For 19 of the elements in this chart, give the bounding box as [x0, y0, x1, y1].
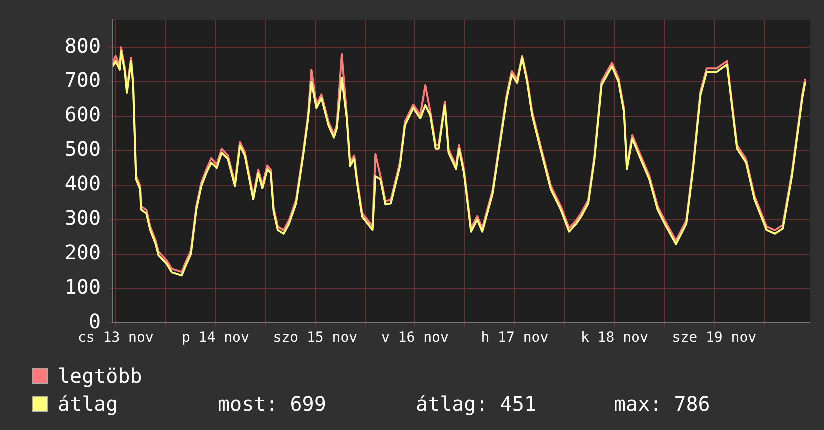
y-tick-label: 400: [64, 172, 101, 196]
x-tick-label: k 18 nov: [580, 330, 648, 346]
y-tick-label: 800: [64, 34, 101, 58]
x-tick-label: sze 19 nov: [672, 330, 757, 346]
x-tick-label: h 17 nov: [481, 330, 549, 346]
y-tick-label: 600: [64, 102, 101, 127]
y-tick-label: 200: [64, 240, 101, 264]
legend-label: legtöbb: [58, 364, 144, 388]
x-tick-label: p 14 nov: [182, 330, 250, 346]
y-tick-label: 500: [64, 137, 101, 162]
text: átlag: 451: [416, 392, 538, 416]
text: most: 699: [218, 392, 328, 416]
x-tick-label: szo 15 nov: [273, 330, 358, 346]
y-tick-label: 300: [64, 206, 101, 230]
legend-label: átlag: [58, 392, 120, 416]
y-tick-label: 100: [64, 274, 101, 299]
x-tick-label: v 16 nov: [381, 330, 449, 346]
text: max: 786: [614, 392, 712, 416]
y-tick-label: 700: [64, 68, 101, 92]
